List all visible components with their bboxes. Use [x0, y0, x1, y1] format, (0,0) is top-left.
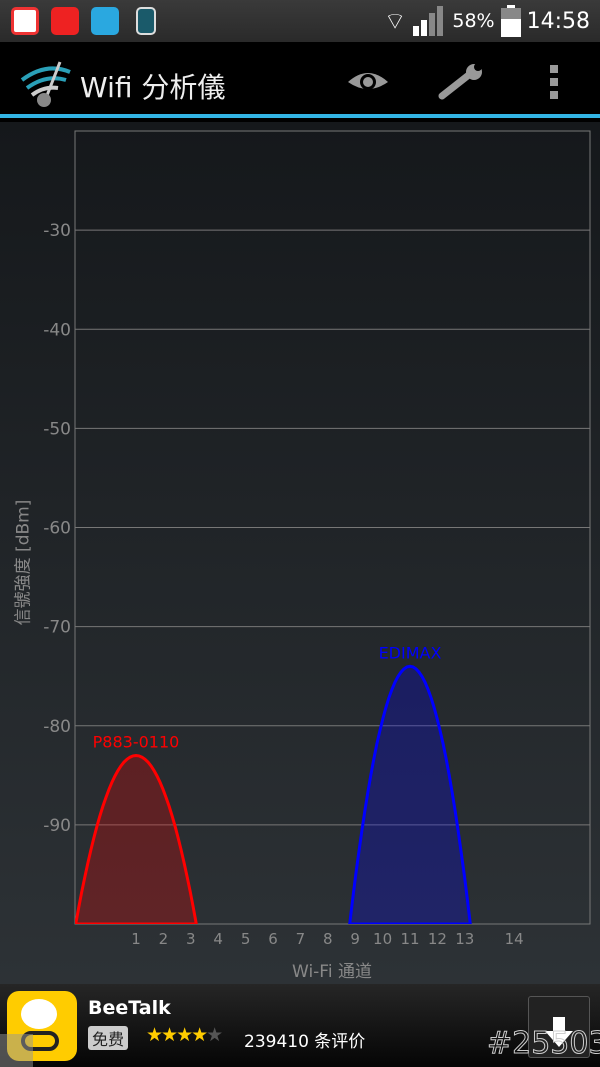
wifi-analyzer-logo-icon — [20, 61, 71, 107]
x-tick-label: 3 — [186, 930, 196, 948]
app-bar: Wifi 分析儀 — [0, 44, 600, 118]
status-bar: ⌔ 58% 14:58 — [0, 0, 600, 42]
app-title: Wifi 分析儀 — [80, 71, 226, 104]
wrench-icon[interactable] — [436, 62, 486, 102]
y-tick-label: -30 — [43, 221, 71, 241]
x-axis-label: Wi-Fi 通道 — [292, 962, 372, 982]
download-arrow-icon — [545, 1017, 573, 1047]
channel-graph: -30 -40 -50 -60 -70 -80 -90 1 2 3 4 5 6 7 8 9 10 11 12 13 14… — [0, 122, 600, 984]
alarm-app-icon — [51, 7, 79, 35]
y-tick-label: -40 — [43, 320, 71, 340]
x-tick-label: 13 — [455, 930, 474, 948]
x-tick-label: 1 — [131, 930, 141, 948]
y-tick-label: -80 — [43, 717, 71, 737]
x-tick-label: 5 — [241, 930, 251, 948]
y-tick-label: -50 — [43, 419, 71, 439]
wifi-icon: ⌔ — [383, 7, 407, 35]
y-axis-label: 信號強度 [dBm] — [13, 499, 34, 626]
free-badge: 免费 — [88, 1026, 129, 1050]
ad-app-name: BeeTalk — [88, 997, 171, 1019]
x-tick-label: 4 — [213, 930, 223, 948]
phone-icon — [136, 7, 156, 35]
x-tick-label: 7 — [296, 930, 306, 948]
signal-icon — [413, 6, 444, 36]
x-tick-label: 6 — [268, 930, 278, 948]
chart-svg: -30-40-50-60-70-80-901 2 3 4 5 6 7 8 9 10 11 12 13 14… — [43, 130, 591, 948]
x-tick-label: 2 — [159, 930, 169, 948]
network-curve — [75, 753, 198, 924]
network-label: P883-0110 — [93, 732, 180, 751]
x-tick-label: 14 — [505, 930, 524, 948]
network-curve — [348, 664, 472, 924]
battery-percent: 58% — [452, 10, 495, 32]
x-tick-label: 10 — [373, 930, 392, 948]
eye-icon[interactable] — [343, 62, 393, 102]
download-button[interactable] — [528, 996, 590, 1058]
network-label: EDIMAX — [379, 643, 442, 662]
app-icon-3 — [91, 7, 119, 35]
y-tick-label: -90 — [43, 816, 71, 836]
info-icon[interactable] — [0, 1034, 33, 1067]
overflow-menu-icon[interactable] — [529, 62, 579, 102]
x-tick-label: 8 — [323, 930, 333, 948]
x-tick-label: 11 — [400, 930, 419, 948]
battery-icon — [500, 5, 521, 37]
app-icon-1 — [11, 7, 39, 35]
review-count: 239410 条评价 — [244, 1032, 366, 1052]
y-tick-label: -60 — [43, 519, 71, 539]
clock: 14:58 — [526, 8, 590, 34]
beetalk-app-icon — [7, 991, 77, 1061]
ad-banner[interactable]: BeeTalk 免费 ★★★★★ 239410 条评价 #25503 — [0, 984, 600, 1067]
y-tick-label: -70 — [43, 618, 71, 638]
x-tick-label: 12 — [428, 930, 447, 948]
x-tick-label: 9 — [350, 930, 360, 948]
watermark: #25503 — [487, 1026, 600, 1062]
rating-stars: ★★★★★ — [146, 1024, 223, 1046]
